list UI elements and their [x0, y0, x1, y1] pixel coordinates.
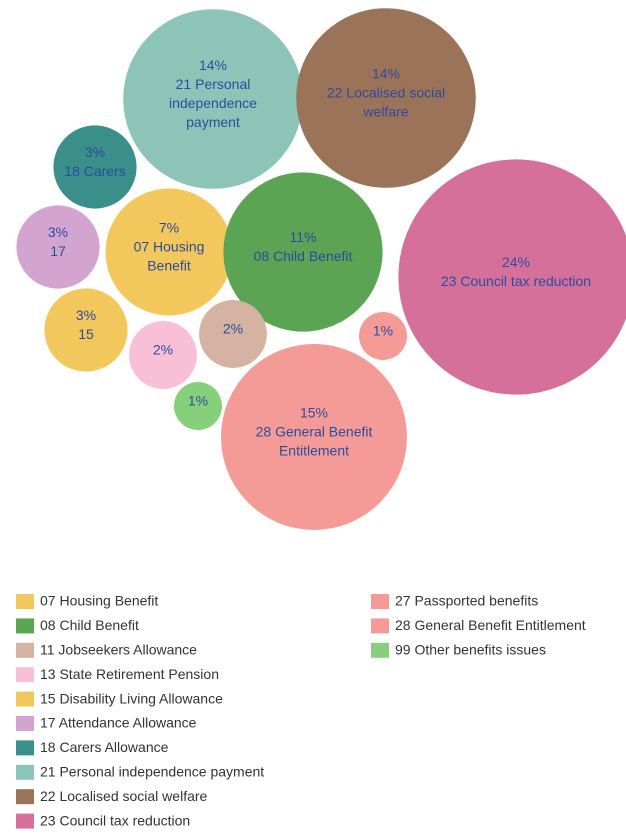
- bubble-label: welfare: [362, 104, 408, 120]
- bubble-label: Entitlement: [279, 443, 349, 459]
- bubble: [16, 205, 100, 289]
- bubble: [53, 125, 137, 209]
- legend-swatch: [371, 594, 389, 609]
- bubble-label: 22 Localised social: [327, 85, 445, 101]
- bubble-value-label: 3%: [48, 224, 68, 240]
- legend-label: 17 Attendance Allowance: [40, 715, 197, 731]
- bubble-value-label: 2%: [153, 342, 173, 358]
- bubble: [359, 312, 407, 360]
- bubble-value-label: 11%: [290, 229, 317, 245]
- legend-swatch: [16, 667, 34, 683]
- legend-swatch: [16, 642, 34, 658]
- bubble-label: 07 Housing: [134, 239, 205, 255]
- legend-swatch: [16, 691, 34, 707]
- bubble-value-label: 7%: [159, 220, 179, 236]
- bubble-label: Benefit: [147, 258, 191, 274]
- legend-label: 23 Council tax reduction: [40, 812, 190, 828]
- legend-swatch: [16, 716, 34, 731]
- bubble: [129, 321, 197, 389]
- legend-swatch: [16, 813, 34, 829]
- bubble: [398, 159, 626, 395]
- legend-label: 22 Localised social welfare: [40, 788, 208, 804]
- legend-swatch: [16, 618, 34, 634]
- bubble-label: independence: [169, 95, 257, 111]
- legend-label: 08 Child Benefit: [40, 617, 139, 633]
- bubble-value-label: 1%: [373, 323, 393, 339]
- bubble-label: 28 General Benefit: [256, 424, 373, 440]
- bubble-label: payment: [186, 114, 240, 130]
- bubble: [174, 382, 222, 430]
- bubble-label: 17: [50, 243, 66, 259]
- bubble-label: 08 Child Benefit: [254, 248, 353, 264]
- bubble: [199, 300, 267, 368]
- bubble-value-label: 15%: [300, 405, 328, 421]
- bubble: [105, 188, 233, 316]
- legend-swatch: [16, 740, 34, 756]
- bubble-label: 18 Carers: [64, 163, 125, 179]
- bubble-value-label: 2%: [223, 321, 243, 337]
- legend-label: 15 Disability Living Allowance: [40, 690, 223, 706]
- legend-swatch: [16, 789, 34, 805]
- legend-swatch: [16, 594, 34, 609]
- bubble-value-label: 14%: [199, 57, 227, 73]
- bubble-value-label: 24%: [502, 254, 530, 270]
- bubble: [296, 8, 476, 188]
- bubble: [223, 172, 383, 332]
- bubble-value-label: 3%: [76, 307, 96, 323]
- bubble-value-label: 1%: [188, 393, 208, 409]
- legend-label: 11 Jobseekers Allowance: [40, 642, 197, 658]
- legend-label: 21 Personal independence payment: [40, 764, 264, 780]
- legend-swatch: [371, 618, 389, 634]
- legend-swatch: [371, 642, 389, 658]
- bubble: [44, 288, 128, 372]
- bubble-value-label: 14%: [372, 66, 400, 82]
- legend-label: 18 Carers Allowance: [40, 739, 169, 755]
- legend-swatch: [16, 764, 34, 780]
- bubble: [221, 344, 407, 530]
- bubble: [123, 9, 303, 189]
- legend-label: 28 General Benefit Entitlement: [395, 617, 586, 633]
- bubble-value-label: 3%: [85, 144, 105, 160]
- legend-label: 27 Passported benefits: [395, 593, 538, 609]
- legend-label: 13 State Retirement Pension: [40, 666, 219, 682]
- bubble-label: 15: [78, 326, 94, 342]
- legend-label: 07 Housing Benefit: [40, 593, 158, 609]
- bubble-label: 23 Council tax reduction: [441, 273, 591, 289]
- legend-label: 99 Other benefits issues: [395, 642, 546, 658]
- bubble-label: 21 Personal: [176, 76, 251, 92]
